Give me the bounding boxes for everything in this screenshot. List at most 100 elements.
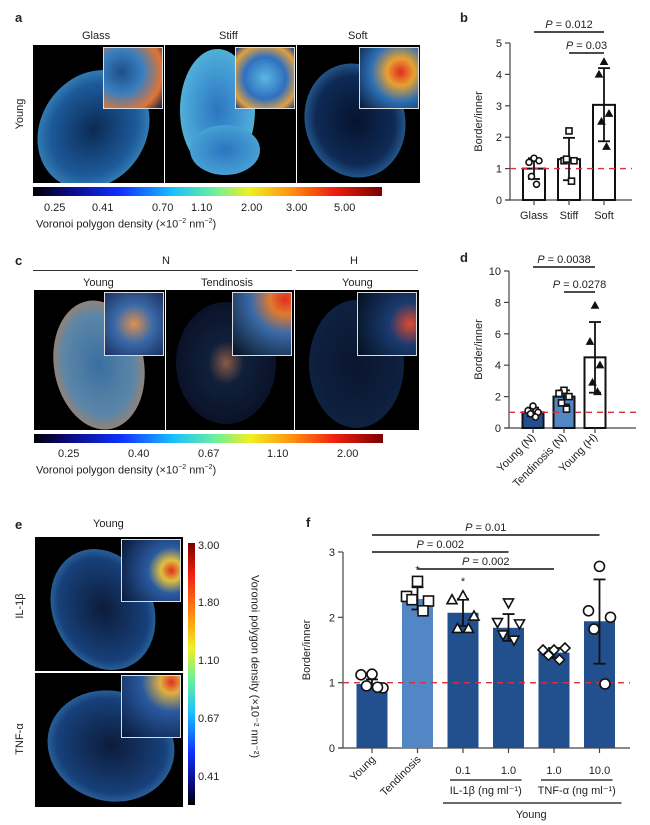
column-label-soft: Soft [348, 30, 368, 42]
p-value: = 0.01 [472, 522, 506, 534]
data-point-triangle [602, 141, 611, 150]
microscopy-image-tendinosis [166, 290, 294, 430]
p-value-label: P = 0.01 [465, 522, 506, 534]
inset-zoom [357, 292, 417, 356]
data-point-square [555, 389, 563, 398]
data-point-square [562, 155, 571, 163]
column-label-young-h: Young [342, 277, 373, 289]
colorbar-tick: 2.00 [337, 448, 359, 460]
inset-zoom [103, 47, 163, 109]
p-symbol: P [417, 539, 425, 551]
data-point-square [406, 593, 418, 606]
y-axis-label: Border/inner [473, 319, 485, 380]
column-label-young-e: Young [93, 518, 124, 530]
row-label-il1b: IL-1β [14, 593, 26, 619]
data-point-triangle [467, 609, 481, 621]
microscopy-image-glass [33, 45, 164, 183]
colorbar-tick: 2.00 [241, 202, 263, 214]
row-label-young: Young [14, 98, 26, 130]
colorbar-tick: 0.67 [198, 713, 220, 725]
data-point-triangle [595, 360, 605, 369]
data-point-triangle [588, 377, 597, 386]
x-tick-label: Tendinosis [378, 753, 424, 799]
data-point-square [557, 399, 566, 407]
data-point-triangle [604, 109, 614, 117]
colorbar-tick: 1.10 [267, 448, 289, 460]
data-point-square [567, 177, 576, 185]
x-tick-label: 1.0 [546, 765, 561, 777]
y-tick-label: 3 [496, 101, 502, 113]
colorbar-label-exp: −2 [178, 464, 187, 471]
colorbar-tick: 0.40 [128, 448, 150, 460]
p-value: = 0.002 [469, 556, 509, 568]
colorbar-label-exp: −2 [204, 218, 213, 225]
microscopy-image-soft [297, 45, 420, 183]
data-point-triangle-down [507, 635, 521, 647]
p-symbol: P [465, 522, 473, 534]
colorbar-tick: 0.25 [44, 202, 66, 214]
bar [402, 599, 433, 748]
colorbar-label-exp: −2 [204, 464, 213, 471]
colorbar-tick: 5.00 [334, 202, 356, 214]
bar [538, 652, 570, 748]
x-tick-label: Glass [520, 210, 549, 222]
y-tick-label: 2 [329, 612, 335, 624]
colorbar-label-exp: −2 [178, 218, 187, 225]
panel-label-b: b [460, 10, 468, 25]
column-label-stiff: Stiff [219, 30, 238, 42]
data-point-circle [535, 156, 543, 165]
p-value: = 0.012 [553, 19, 593, 31]
p-symbol: P [566, 40, 574, 52]
x-tick-label: 0.1 [455, 765, 470, 777]
p-value: = 0.0038 [545, 254, 591, 266]
group-label: IL-1β (ng ml⁻¹) [450, 785, 522, 797]
data-point-triangle [451, 621, 464, 634]
panel-label-e: e [15, 517, 23, 532]
y-tick-label: 1 [329, 678, 335, 690]
data-point-triangle-down [513, 619, 526, 631]
microscopy-image-stiff [165, 45, 296, 183]
data-point-square [417, 605, 429, 617]
colorbar-label-panel-a: Voronoi polygon density (×10−2 nm−2) [36, 218, 216, 231]
p-value-label: P = 0.012 [545, 19, 592, 31]
x-tick-label: Soft [594, 210, 614, 222]
p-value-label: P = 0.0038 [537, 254, 591, 266]
p-symbol: P [553, 279, 561, 291]
data-point-square [570, 156, 578, 165]
bar [493, 627, 524, 748]
data-point-triangle [593, 387, 602, 396]
data-point-circle [525, 158, 533, 167]
data-point-circle [582, 605, 595, 617]
p-value-label: P = 0.002 [462, 556, 509, 568]
colorbar-label-panel-c: Voronoi polygon density (×10−2 nm−2) [36, 464, 216, 477]
y-tick-label: 4 [496, 69, 502, 81]
inset-zoom [121, 539, 181, 602]
outer-group-label: Young [516, 809, 547, 821]
column-label-tendinosis: Tendinosis [201, 277, 253, 289]
data-point-triangle [462, 621, 475, 634]
colorbar-tick: 0.25 [58, 448, 80, 460]
panel-label-c: c [15, 253, 23, 268]
data-point-triangle [597, 116, 606, 125]
p-value: = 0.002 [424, 539, 464, 551]
colorbar-label-end: ) [212, 464, 217, 477]
data-point-circle [593, 560, 606, 573]
colorbar-tick: 3.00 [198, 540, 220, 552]
colorbar-tick: 3.00 [286, 202, 308, 214]
p-value: = 0.03 [573, 40, 607, 52]
y-tick-label: 10 [489, 266, 501, 278]
y-tick-label: 5 [496, 38, 502, 50]
colorbar-panel-c [34, 434, 383, 443]
p-value-label: P = 0.03 [566, 40, 607, 52]
data-point-circle [527, 172, 536, 181]
colorbar-panel-e [188, 543, 195, 805]
significance-asterisk: * [461, 576, 466, 588]
data-point-circle [599, 678, 611, 690]
data-point-circle [371, 681, 384, 694]
microscopy-image-young-n [34, 290, 165, 430]
colorbar-tick: 0.67 [198, 448, 220, 460]
data-point-triangle-down [496, 630, 510, 642]
data-point-square [565, 392, 573, 401]
panel-label-a: a [15, 10, 23, 25]
significance-asterisk: * [415, 564, 420, 576]
